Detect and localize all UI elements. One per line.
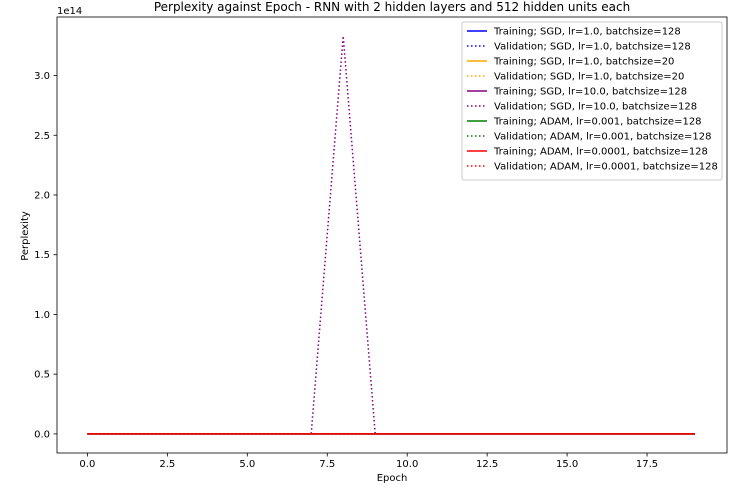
x-tick-label: 10.0 (396, 459, 418, 470)
legend-box (461, 21, 723, 181)
x-axis-label: Epoch (377, 473, 408, 484)
legend-entry: Training; ADAM, lr=0.0001, batchsize=128 (493, 147, 708, 158)
x-tick-label: 7.5 (319, 459, 335, 470)
legend-entry: Validation; ADAM, lr=0.001, batchsize=12… (494, 132, 711, 143)
y-tick-label: 2.5 (34, 131, 50, 142)
legend-entry: Validation; SGD, lr=1.0, batchsize=20 (494, 72, 684, 83)
x-tick-label: 2.5 (159, 459, 175, 470)
y-axis-label: Perplexity (20, 211, 31, 261)
y-tick-label: 1.5 (34, 250, 50, 261)
y-tick-label: 3.0 (34, 71, 50, 82)
x-tick-label: 0.0 (79, 459, 95, 470)
x-tick-label: 12.5 (476, 459, 498, 470)
legend-entry: Validation; SGD, lr=10.0, batchsize=128 (494, 102, 697, 113)
plot-frame (56, 16, 728, 454)
x-tick-label: 17.5 (636, 459, 658, 470)
y-tick-label: 2.0 (34, 190, 50, 201)
y-tick-label: 1.0 (34, 310, 50, 321)
x-tick-label: 5.0 (239, 459, 255, 470)
legend-entry: Training; SGD, lr=10.0, batchsize=128 (493, 87, 687, 98)
ticks-layer: 0.0 2.5 5.0 7.5 10.0 12.5 15.0 17.5 0.0 0.5 1.0 1.5… (34, 71, 658, 470)
chart-title: Perplexity against Epoch - RNN with 2 hi… (154, 0, 630, 14)
series-layer (87, 36, 695, 435)
legend: Training; SGD, lr=1.0, batchsize=128 Vali… (461, 21, 723, 181)
y-tick-label: 0.0 (34, 429, 50, 440)
x-tick-label: 15.0 (556, 459, 578, 470)
legend-entry: Validation; ADAM, lr=0.0001, batchsize=1… (494, 162, 718, 173)
legend-entry: Training; SGD, lr=1.0, batchsize=20 (493, 57, 674, 68)
legend-entry: Training; ADAM, lr=0.001, batchsize=128 (493, 117, 702, 128)
y-tick-label: 0.5 (34, 370, 50, 381)
legend-entry: Training; SGD, lr=1.0, batchsize=128 (493, 27, 681, 38)
y-offset-label: 1e14 (57, 6, 82, 17)
legend-entry: Validation; SGD, lr=1.0, batchsize=128 (494, 42, 691, 53)
